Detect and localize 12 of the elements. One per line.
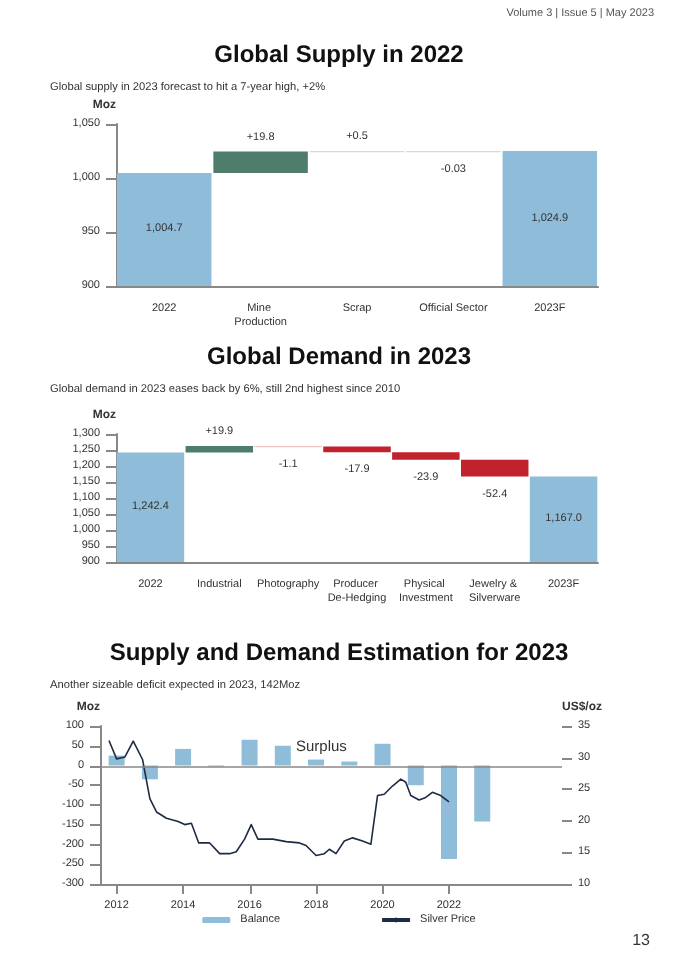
bar <box>440 765 457 860</box>
bar <box>175 748 192 766</box>
chart-title: Global Supply in 2022 <box>214 40 465 68</box>
bar <box>308 759 325 766</box>
bar <box>374 743 391 766</box>
bar <box>274 745 291 766</box>
chart-title: Supply and Demand Estimation for 2023 <box>109 638 570 666</box>
text: 13 <box>632 931 652 949</box>
bar <box>241 739 258 766</box>
chart-title: Global Demand in 2023 <box>206 342 472 370</box>
line-series <box>108 739 450 857</box>
bar <box>474 765 491 822</box>
